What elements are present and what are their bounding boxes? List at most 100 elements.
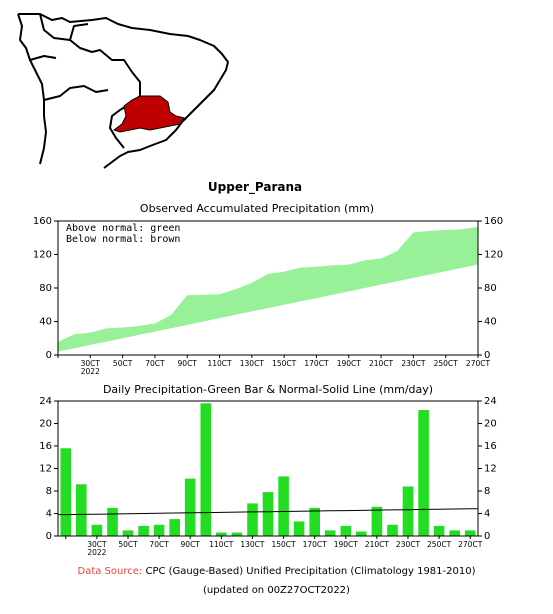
x-tick-label: 270CT xyxy=(466,359,491,368)
daily-bar xyxy=(76,484,87,537)
y-tick-label: 40 xyxy=(39,317,52,328)
y-tick-label: 0 xyxy=(484,531,490,542)
daily-bar xyxy=(340,525,352,536)
daily-bar xyxy=(293,521,305,536)
x-tick-label: 230CT xyxy=(396,540,421,549)
daily-bar xyxy=(387,524,398,537)
y-tick-label: 80 xyxy=(484,283,497,294)
accumulated-band-layer xyxy=(58,226,478,352)
x-tick-label: 130CT xyxy=(240,359,265,368)
y-tick-label: 12 xyxy=(39,464,52,475)
daily-bar xyxy=(60,448,72,537)
daily-bar xyxy=(122,530,134,536)
x-tick-label: 130CT xyxy=(240,540,265,549)
accumulated-y-ticks: 0 0 40 40 80 80 120 120 160 160 xyxy=(33,216,503,361)
daily-bar xyxy=(169,519,180,536)
accumulated-precipitation-chart: Observed Accumulated Precipitation (mm) … xyxy=(33,202,503,376)
continent-outline xyxy=(18,13,229,169)
legend-below-normal: Below normal: brown xyxy=(66,234,180,245)
daily-y-ticks: 0 0 4 4 8 8 12 12 16 16 20 20 24 24 xyxy=(39,396,496,542)
legend-above-normal: Above normal: green xyxy=(66,223,180,234)
country-borders xyxy=(29,13,141,149)
y-tick-label: 16 xyxy=(484,441,497,452)
daily-bar xyxy=(107,507,118,536)
daily-bar xyxy=(138,525,149,536)
x-year-label: 2022 xyxy=(87,548,106,557)
x-year-label: 2022 xyxy=(81,367,100,376)
daily-bar xyxy=(464,530,476,536)
y-tick-label: 40 xyxy=(484,317,497,328)
south-america-map xyxy=(17,13,229,169)
daily-bars-layer xyxy=(60,403,476,537)
x-tick-label: 90CT xyxy=(178,359,198,368)
x-tick-label: 110CT xyxy=(209,540,234,549)
daily-bar xyxy=(356,531,367,536)
daily-bar xyxy=(449,530,460,536)
y-tick-label: 120 xyxy=(33,250,52,261)
x-tick-label: 90CT xyxy=(181,540,201,549)
y-tick-label: 0 xyxy=(484,350,490,361)
daily-normal-line xyxy=(58,508,478,516)
daily-bar xyxy=(153,524,165,537)
x-tick-label: 70CT xyxy=(149,540,169,549)
y-tick-label: 16 xyxy=(39,441,52,452)
updated-line: (updated on 00Z27OCT2022) xyxy=(203,585,350,596)
x-tick-label: 70CT xyxy=(145,359,165,368)
daily-bar xyxy=(371,506,383,537)
daily-bar xyxy=(278,476,289,536)
daily-bar xyxy=(418,410,429,536)
upper-parana-region xyxy=(112,95,185,133)
y-tick-label: 120 xyxy=(484,250,503,261)
daily-bar xyxy=(402,486,414,536)
x-tick-label: 30CT xyxy=(87,540,107,549)
y-tick-label: 4 xyxy=(484,509,490,520)
y-tick-label: 24 xyxy=(39,396,52,407)
daily-x-ticks: 30CT 50CT 70CT 90CT 110CT 130CT 150CT 170CT 190C… xyxy=(65,536,483,557)
accumulated-chart-title: Observed Accumulated Precipitation (mm) xyxy=(140,202,374,215)
x-tick-label: 30CT xyxy=(81,359,101,368)
daily-bar xyxy=(433,525,445,536)
x-tick-label: 150CT xyxy=(272,359,297,368)
x-tick-label: 230CT xyxy=(401,359,426,368)
x-tick-label: 250CT xyxy=(434,359,459,368)
y-tick-label: 160 xyxy=(484,216,503,227)
x-tick-label: 270CT xyxy=(458,540,483,549)
x-tick-label: 210CT xyxy=(365,540,390,549)
x-tick-label: 170CT xyxy=(303,540,328,549)
daily-precipitation-chart: Daily Precipitation-Green Bar & Normal-S… xyxy=(39,383,496,557)
y-tick-label: 8 xyxy=(46,486,52,497)
y-tick-label: 4 xyxy=(46,509,52,520)
y-tick-label: 12 xyxy=(484,464,497,475)
daily-bar xyxy=(324,530,336,536)
daily-bar xyxy=(200,403,212,537)
x-tick-label: 110CT xyxy=(207,359,232,368)
data-source-line: Data Source: CPC (Gauge-Based) Unified P… xyxy=(0,566,553,577)
y-tick-label: 8 xyxy=(484,486,490,497)
daily-bar xyxy=(184,478,196,536)
x-tick-label: 190CT xyxy=(337,359,362,368)
daily-bar xyxy=(309,507,320,536)
x-tick-label: 190CT xyxy=(334,540,359,549)
x-tick-label: 210CT xyxy=(369,359,394,368)
daily-bar xyxy=(262,492,274,536)
data-source-text: CPC (Gauge-Based) Unified Precipitation … xyxy=(145,566,476,577)
daily-chart-title: Daily Precipitation-Green Bar & Normal-S… xyxy=(103,383,433,396)
y-tick-label: 20 xyxy=(39,419,52,430)
y-tick-label: 0 xyxy=(46,350,52,361)
accumulated-band xyxy=(58,226,478,352)
accumulated-x-ticks: 30CT 50CT 70CT 90CT 110CT 130CT 150CT 170CT 190C… xyxy=(57,355,491,376)
daily-bar xyxy=(91,524,103,537)
data-source-label: Data Source: xyxy=(77,566,143,577)
region-title: Upper_Parana xyxy=(208,180,302,195)
x-tick-label: 50CT xyxy=(113,359,133,368)
y-tick-label: 160 xyxy=(33,216,52,227)
daily-bar xyxy=(231,532,243,536)
west-coast-outline xyxy=(17,13,47,165)
y-tick-label: 24 xyxy=(484,396,497,407)
x-tick-label: 170CT xyxy=(304,359,329,368)
x-tick-label: 50CT xyxy=(118,540,138,549)
x-tick-label: 250CT xyxy=(427,540,452,549)
y-tick-label: 20 xyxy=(484,419,497,430)
y-tick-label: 80 xyxy=(39,283,52,294)
